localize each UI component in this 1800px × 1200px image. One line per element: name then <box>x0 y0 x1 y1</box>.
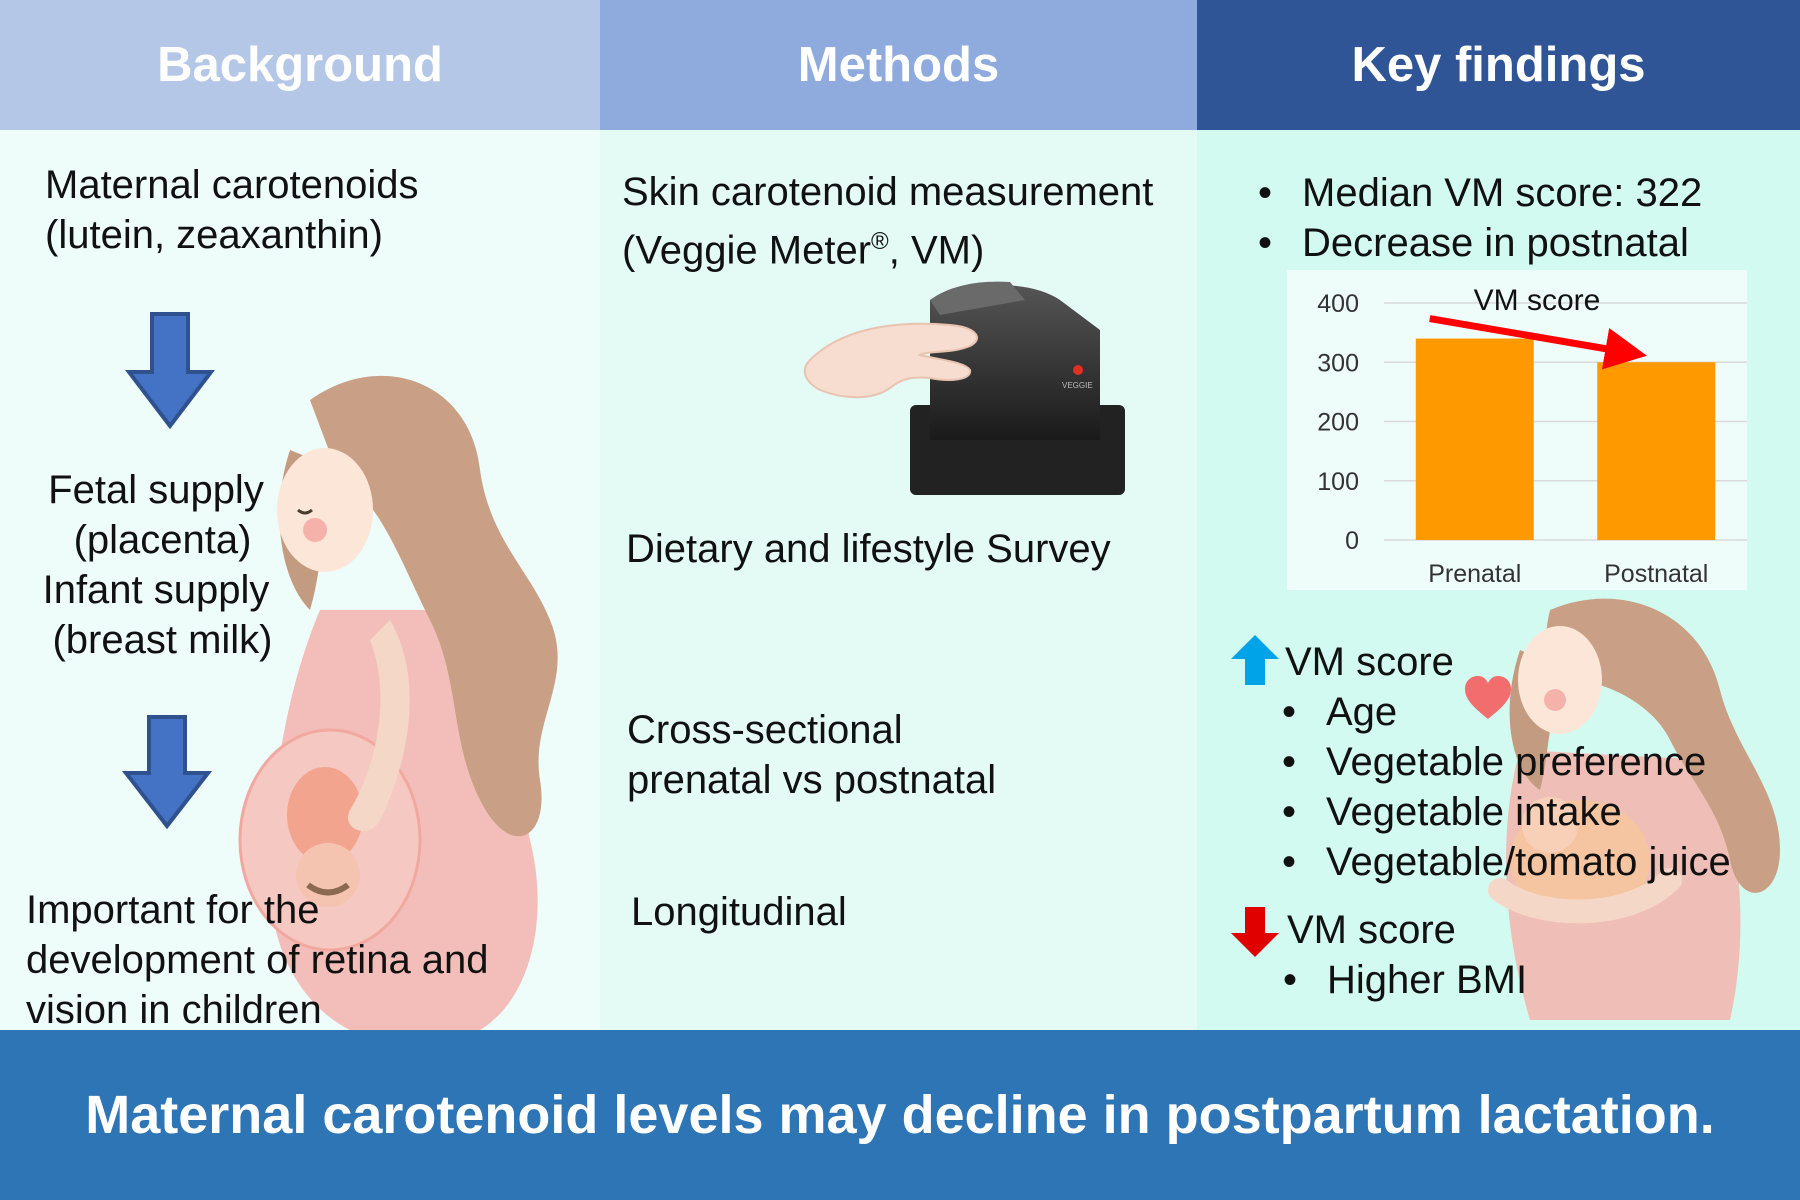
up-factor-item-label: Vegetable preference <box>1326 740 1707 784</box>
bg-breast-milk: (breast milk) <box>52 618 273 662</box>
header-methods-label: Methods <box>797 38 1000 92</box>
footer-conclusion: Maternal carotenoid levels may decline i… <box>85 1085 1715 1145</box>
mother-baby-illustration <box>1488 598 1780 1020</box>
up-factor-item: • Vegetable preference <box>1282 737 1706 787</box>
methods-skin-prefix: (Veggie Meter <box>622 228 872 273</box>
methods-cross-line1: Cross-sectional <box>627 708 903 752</box>
methods-survey: Dietary and lifestyle Survey <box>626 527 1111 571</box>
bg-carotenoids-line1: Maternal carotenoids <box>45 163 419 207</box>
down-arrow-icon <box>125 312 215 430</box>
up-factor-item: • Vegetable intake <box>1282 787 1622 837</box>
bg-placenta: (placenta) <box>73 518 252 562</box>
down-arrow-red-icon <box>1231 907 1279 957</box>
chart-category-label: Postnatal <box>1604 560 1708 588</box>
up-arrow-icon <box>1231 635 1279 685</box>
methods-skin-line2: (Veggie Meter®, VM) <box>622 217 984 275</box>
methods-skin-line1: Skin carotenoid measurement <box>622 170 1154 214</box>
bullet-dot: • <box>1282 790 1297 834</box>
footer-banner: Maternal carotenoid levels may decline i… <box>0 1030 1800 1200</box>
device-brand-label: VEGGIE <box>1062 381 1093 390</box>
bg-important-line2: development of retina and <box>26 938 489 982</box>
bullet-dot: • <box>1282 690 1297 734</box>
up-factor-item-label: Age <box>1326 690 1398 734</box>
bullet-dot: • <box>1258 221 1273 265</box>
bullet-dot: • <box>1283 958 1298 1002</box>
veggie-meter-device-image: VEGGIE <box>803 281 1125 495</box>
bullet-dot: • <box>1282 840 1297 884</box>
down-vm-score-title: VM score <box>1287 908 1456 952</box>
chart-title: VM score <box>1474 284 1601 317</box>
bg-carotenoids-line2: (lutein, zeaxanthin) <box>45 213 383 257</box>
bg-important-line3: vision in children <box>26 988 322 1032</box>
finding-bullet-median: • Median VM score: 322 <box>1258 168 1702 218</box>
bg-infant-supply: Infant supply <box>42 568 270 612</box>
header-findings-label: Key findings <box>1351 38 1646 92</box>
header-findings: Key findings <box>1197 0 1800 130</box>
chart-bar-prenatal <box>1415 338 1534 540</box>
chart-ytick-label: 0 <box>1345 527 1359 555</box>
up-factor-item-label: Vegetable/tomato juice <box>1326 840 1731 884</box>
methods-longitudinal: Longitudinal <box>631 890 847 934</box>
bg-important-line1: Important for the <box>26 888 320 932</box>
header-background-label: Background <box>157 38 443 92</box>
registered-mark: ® <box>871 228 889 255</box>
down-factor-item-label: Higher BMI <box>1327 958 1528 1002</box>
bullet-dot: • <box>1258 171 1273 215</box>
header-methods: Methods <box>600 0 1197 130</box>
bullet-dot: • <box>1282 740 1297 784</box>
pregnant-woman-illustration <box>238 375 558 1030</box>
up-factor-item: • Vegetable/tomato juice <box>1282 837 1731 887</box>
up-vm-score-title: VM score <box>1285 640 1454 684</box>
finding-decrease-text: Decrease in postnatal <box>1302 221 1689 265</box>
down-arrow-icon <box>122 715 212 830</box>
chart-ytick-label: 400 <box>1317 290 1359 318</box>
chart-category-label: Prenatal <box>1428 560 1521 588</box>
heart-icon <box>1465 676 1511 719</box>
methods-skin-suffix: , VM) <box>888 228 985 273</box>
vm-score-bar-chart: 0 100 200 300 400 Prenatal Postnatal VM score <box>1287 270 1747 590</box>
up-factor-item: • Age <box>1282 687 1397 737</box>
finding-median-text: Median VM score: 322 <box>1302 171 1703 215</box>
down-factor-item: • Higher BMI <box>1283 955 1527 1005</box>
chart-bar-postnatal <box>1597 362 1716 540</box>
up-factor-item-label: Vegetable intake <box>1326 790 1622 834</box>
trend-decrease-arrow <box>1429 315 1647 370</box>
chart-ytick-label: 100 <box>1317 468 1359 496</box>
header-background: Background <box>0 0 600 130</box>
methods-panel <box>600 130 1197 1030</box>
bg-fetal-supply: Fetal supply <box>48 468 264 512</box>
methods-cross-line2: prenatal vs postnatal <box>627 758 997 802</box>
finding-bullet-decrease: • Decrease in postnatal <box>1258 218 1689 268</box>
chart-ytick-label: 300 <box>1317 349 1359 377</box>
chart-ytick-label: 200 <box>1317 409 1359 437</box>
